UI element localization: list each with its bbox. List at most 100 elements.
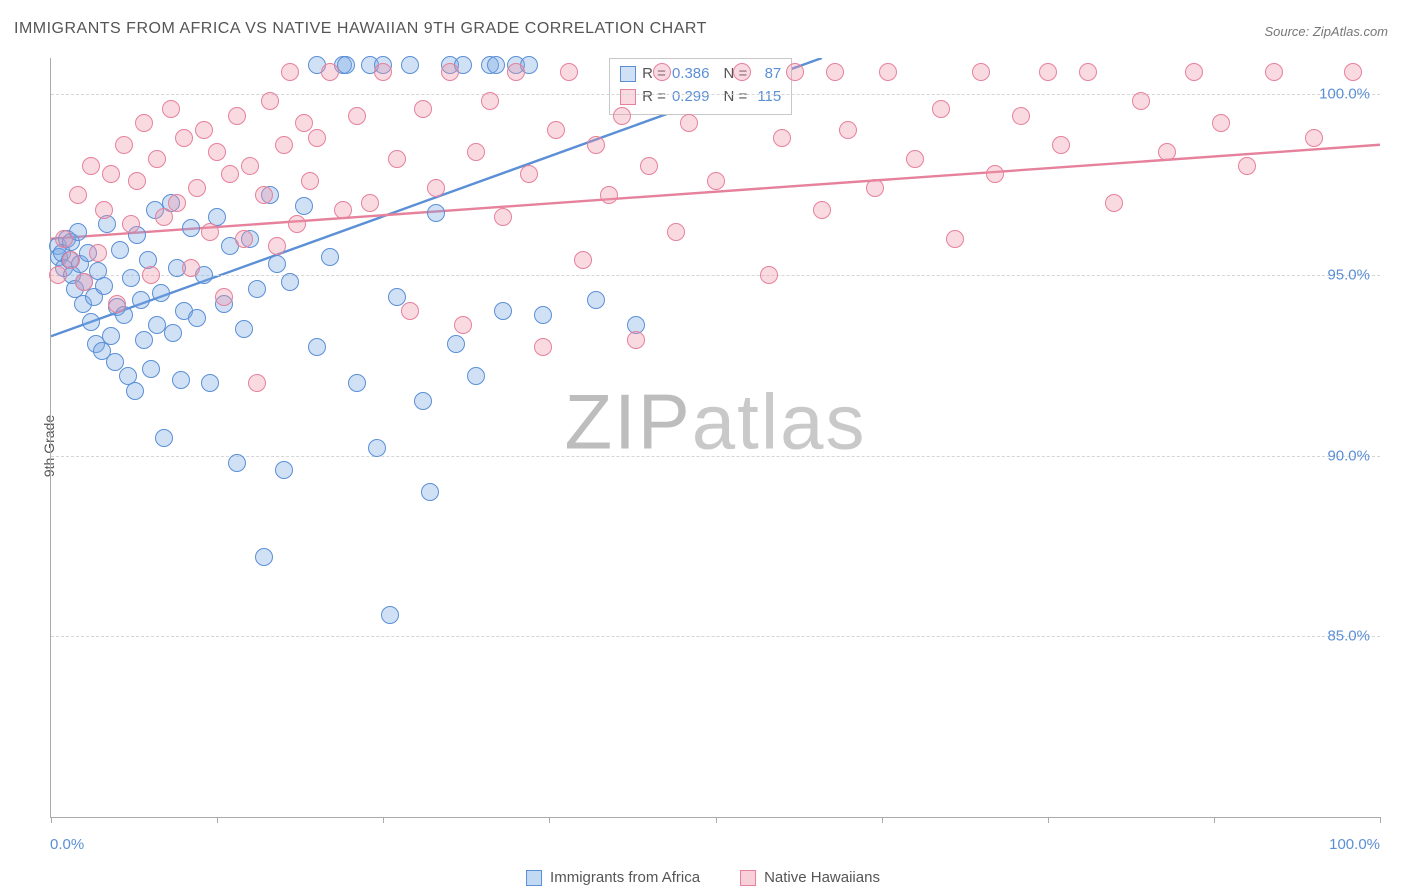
data-point [401,56,419,74]
x-tick [51,817,52,823]
data-point [122,215,140,233]
data-point [75,273,93,291]
y-tick-label: 85.0% [1327,628,1370,645]
data-point [215,288,233,306]
data-point [906,150,924,168]
y-tick-label: 90.0% [1327,447,1370,464]
data-point [241,157,259,175]
data-point [175,129,193,147]
data-point [337,56,355,74]
data-point [600,186,618,204]
data-point [148,150,166,168]
data-point [534,306,552,324]
data-point [733,63,751,81]
x-tick [549,817,550,823]
data-point [49,266,67,284]
data-point [321,248,339,266]
data-point [414,392,432,410]
data-point [128,172,146,190]
data-point [102,165,120,183]
data-point [467,367,485,385]
data-point [201,374,219,392]
chart-title: IMMIGRANTS FROM AFRICA VS NATIVE HAWAIIA… [14,20,707,38]
data-point [255,548,273,566]
data-point [707,172,725,190]
data-point [773,129,791,147]
data-point [248,280,266,298]
data-point [132,291,150,309]
data-point [108,295,126,313]
data-point [62,251,80,269]
data-point [1185,63,1203,81]
legend-label: Immigrants from Africa [550,869,700,886]
data-point [188,309,206,327]
data-point [164,324,182,342]
data-point [574,251,592,269]
data-point [427,204,445,222]
data-point [155,208,173,226]
data-point [447,335,465,353]
data-point [361,194,379,212]
data-point [69,186,87,204]
data-point [334,201,352,219]
data-point [368,439,386,457]
data-point [255,186,273,204]
data-point [481,92,499,110]
data-point [195,121,213,139]
data-point [95,277,113,295]
watermark: ZIPatlas [564,377,866,468]
data-point [95,201,113,219]
legend-r-label: R = [642,86,666,109]
data-point [55,230,73,248]
data-point [946,230,964,248]
scatter-plot-area: ZIPatlas R =0.386N =87R =0.299N =115 85.… [50,58,1380,818]
correlation-legend: R =0.386N =87R =0.299N =115 [609,58,792,115]
legend-n-value: 115 [753,86,781,109]
data-point [986,165,1004,183]
data-point [879,63,897,81]
data-point [115,136,133,154]
data-point [106,353,124,371]
data-point [142,360,160,378]
legend-row: R =0.299N =115 [620,86,781,109]
data-point [587,136,605,154]
y-tick-label: 100.0% [1319,86,1370,103]
data-point [172,371,190,389]
data-point [1105,194,1123,212]
data-point [839,121,857,139]
data-point [374,63,392,81]
data-point [388,288,406,306]
data-point [295,114,313,132]
data-point [248,374,266,392]
gridline [51,456,1380,457]
legend-n-label: N = [723,86,747,109]
data-point [235,320,253,338]
x-tick [383,817,384,823]
data-point [972,63,990,81]
data-point [1238,157,1256,175]
data-point [653,63,671,81]
data-point [680,114,698,132]
data-point [560,63,578,81]
data-point [89,244,107,262]
data-point [102,327,120,345]
data-point [547,121,565,139]
data-point [587,291,605,309]
data-point [162,100,180,118]
data-point [135,114,153,132]
x-tick [1380,817,1381,823]
data-point [421,483,439,501]
legend-row: R =0.386N =87 [620,63,781,86]
x-axis-max-label: 100.0% [1329,836,1380,853]
data-point [142,266,160,284]
data-point [388,150,406,168]
data-point [182,219,200,237]
data-point [301,172,319,190]
data-point [507,63,525,81]
data-point [168,194,186,212]
legend-swatch [740,870,756,886]
source-attribution: Source: ZipAtlas.com [1264,24,1388,39]
data-point [288,215,306,233]
legend-item: Immigrants from Africa [526,869,700,886]
data-point [122,269,140,287]
